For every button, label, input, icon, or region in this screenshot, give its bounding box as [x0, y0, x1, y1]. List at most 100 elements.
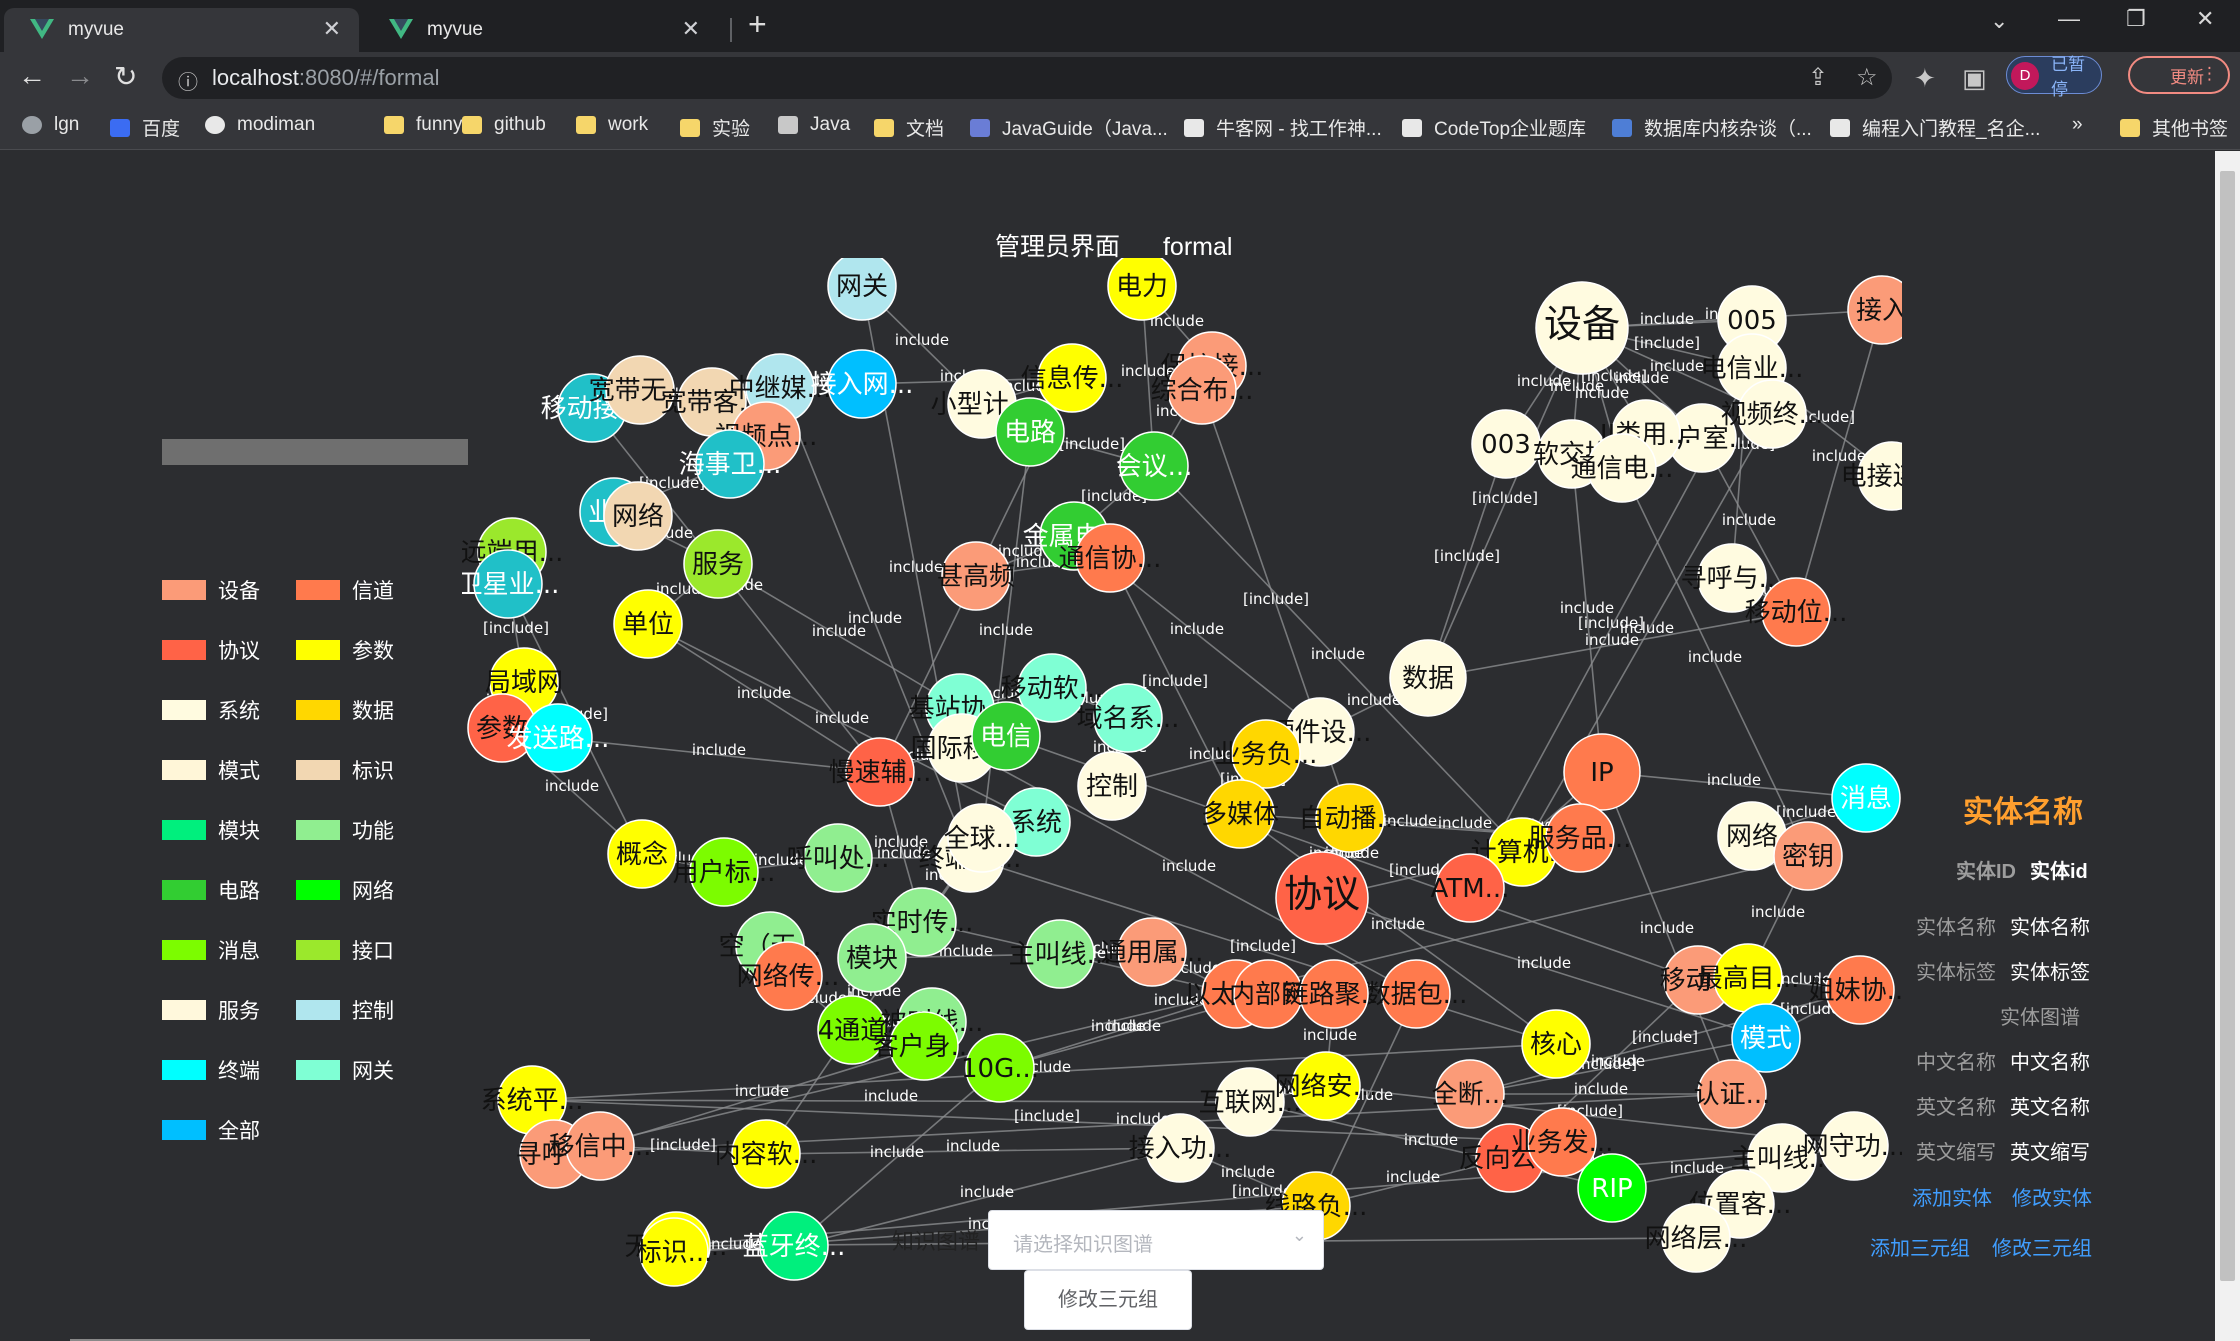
legend-item[interactable]: 控制: [296, 995, 394, 1025]
graph-node[interactable]: 海事卫...: [679, 429, 782, 499]
restore-icon[interactable]: ❐: [2126, 6, 2146, 31]
graph-node-circle[interactable]: [1299, 959, 1369, 1029]
graph-node[interactable]: 主叫线...: [1731, 1123, 1834, 1193]
graph-node[interactable]: 10G...: [961, 1033, 1039, 1103]
legend-item[interactable]: 模式: [162, 755, 260, 785]
graph-node[interactable]: 单位: [613, 589, 683, 659]
kg-select[interactable]: 请选择知识图谱 ⌄: [988, 1210, 1324, 1270]
close-tab-icon[interactable]: ✕: [322, 16, 341, 41]
graph-node-circle[interactable]: [1025, 919, 1095, 989]
graph-node-circle[interactable]: [1093, 683, 1163, 753]
graph-node[interactable]: 参数: [467, 693, 537, 763]
other-bookmarks[interactable]: 其他书签: [2120, 114, 2228, 141]
graph-node[interactable]: 移动位...: [1745, 577, 1848, 647]
url-text[interactable]: localhost:8080/#/formal: [212, 65, 439, 91]
graph-node-circle[interactable]: [1435, 853, 1505, 923]
graph-node[interactable]: 模块: [837, 923, 907, 993]
sidebar-icon[interactable]: ▣: [1962, 63, 1987, 93]
graph-node[interactable]: 数据: [1389, 639, 1467, 717]
graph-node-circle[interactable]: [473, 549, 543, 619]
graph-node-circle[interactable]: [689, 837, 759, 907]
graph-node-circle[interactable]: [1107, 258, 1177, 321]
graph-node-circle[interactable]: [995, 397, 1065, 467]
graph-node-circle[interactable]: [1275, 851, 1369, 945]
graph-node-circle[interactable]: [1075, 523, 1145, 593]
graph-node[interactable]: 内容软...: [715, 1119, 818, 1189]
bookmark-1[interactable]: 百度: [110, 114, 180, 141]
graph-node[interactable]: 信息传...: [1021, 343, 1124, 413]
graph-node-circle[interactable]: [1435, 1059, 1505, 1129]
bookmark-star-icon[interactable]: ☆: [1856, 64, 1878, 91]
graph-node-circle[interactable]: [1819, 1111, 1889, 1181]
graph-node-circle[interactable]: [607, 819, 677, 889]
graph-node[interactable]: 概念: [607, 819, 677, 889]
bookmark-8[interactable]: 文档: [874, 114, 944, 141]
graph-node[interactable]: 系统: [1001, 787, 1071, 857]
graph-node-circle[interactable]: [1017, 653, 1087, 723]
graph-node[interactable]: 电路: [995, 397, 1065, 467]
graph-node[interactable]: 核心: [1521, 1009, 1591, 1079]
graph-node[interactable]: 慢速辅...: [829, 737, 932, 807]
graph-node-circle[interactable]: [1697, 543, 1767, 613]
legend-item[interactable]: 设备: [162, 575, 260, 605]
bookmark-12[interactable]: 数据库内核杂谈（...: [1612, 114, 1812, 141]
modify-triple-button[interactable]: 修改三元组: [1024, 1270, 1192, 1330]
graph-node[interactable]: 005: [1717, 285, 1787, 355]
graph-node[interactable]: 4通道: [817, 995, 887, 1065]
legend-item[interactable]: 接口: [296, 935, 394, 965]
graph-node[interactable]: 发送路...: [507, 703, 610, 773]
graph-node[interactable]: 设备: [1535, 281, 1629, 375]
bookmark-0[interactable]: lgn: [22, 114, 79, 136]
graph-node[interactable]: 网络传...: [737, 941, 840, 1011]
graph-node[interactable]: RIP: [1577, 1153, 1647, 1223]
graph-node[interactable]: 实时传...: [871, 887, 974, 957]
graph-node-circle[interactable]: [1831, 763, 1901, 833]
graph-node-circle[interactable]: [1661, 1203, 1731, 1273]
graph-node[interactable]: 链路聚...: [1283, 959, 1386, 1029]
graph-node-circle[interactable]: [803, 823, 873, 893]
graph-node-circle[interactable]: [1587, 433, 1657, 503]
graph-node-circle[interactable]: [603, 481, 673, 551]
graph-node[interactable]: 网络: [603, 481, 673, 551]
tab-myvue-2[interactable]: myvue ✕: [363, 8, 718, 52]
graph-node[interactable]: 会议...: [1116, 431, 1193, 501]
edit-entity-button[interactable]: 修改实体: [2012, 1188, 2092, 1210]
back-icon[interactable]: ←: [18, 60, 46, 91]
graph-node[interactable]: 协议: [1275, 851, 1369, 945]
legend-item[interactable]: 参数: [296, 635, 394, 665]
add-triple-button[interactable]: 添加三元组: [1870, 1238, 1970, 1260]
graph-node[interactable]: 卫星业...: [462, 549, 559, 619]
graph-node[interactable]: 网络层...: [1645, 1203, 1748, 1273]
graph-node[interactable]: 服务: [683, 529, 753, 599]
tab-search-icon[interactable]: ⌄: [1990, 8, 2009, 33]
graph-node-circle[interactable]: [1747, 1123, 1817, 1193]
graph-node[interactable]: 多媒体: [1201, 779, 1279, 849]
graph-node[interactable]: 密钥: [1773, 821, 1843, 891]
graph-node-circle[interactable]: [887, 887, 957, 957]
graph-node[interactable]: 接入: [1847, 275, 1902, 345]
graph-node[interactable]: 移动软...: [1001, 653, 1104, 723]
graph-node-circle[interactable]: [1167, 355, 1237, 425]
tab-myvue-1[interactable]: myvue ✕: [4, 8, 359, 52]
graph-node[interactable]: 最高目...: [1697, 943, 1800, 1013]
graph-node[interactable]: 甚高频: [937, 541, 1015, 611]
graph-node[interactable]: 全断...: [1432, 1059, 1509, 1129]
bookmark-5[interactable]: work: [576, 114, 648, 136]
graph-node-circle[interactable]: [941, 541, 1011, 611]
graph-node[interactable]: 模式: [1731, 1003, 1801, 1073]
graph-node[interactable]: 域名系...: [1077, 683, 1180, 753]
vertical-scrollbar[interactable]: [2215, 151, 2240, 1341]
graph-node-circle[interactable]: [971, 701, 1041, 771]
graph-node[interactable]: 接入网...: [811, 349, 914, 419]
update-button[interactable]: 更新 ⋮: [2128, 56, 2230, 94]
add-entity-button[interactable]: 添加实体: [1912, 1188, 1992, 1210]
close-tab-icon[interactable]: ✕: [681, 16, 700, 41]
graph-node-circle[interactable]: [1773, 821, 1843, 891]
legend-item[interactable]: 电路: [162, 875, 260, 905]
graph-node-circle[interactable]: [827, 349, 897, 419]
graph-node-circle[interactable]: [1205, 779, 1275, 849]
graph-node-circle[interactable]: [1697, 1059, 1767, 1129]
legend-item[interactable]: 标识: [296, 755, 394, 785]
graph-node[interactable]: 蓝牙终...: [743, 1211, 846, 1281]
